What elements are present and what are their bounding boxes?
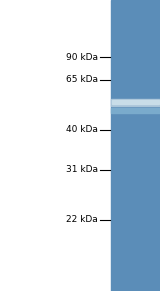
Bar <box>112 100 159 104</box>
Text: 65 kDa: 65 kDa <box>66 75 98 84</box>
Text: 31 kDa: 31 kDa <box>66 166 98 175</box>
Bar <box>111 99 160 106</box>
Text: 40 kDa: 40 kDa <box>66 125 98 134</box>
Text: 90 kDa: 90 kDa <box>66 52 98 61</box>
Bar <box>111 0 160 291</box>
Bar <box>111 108 160 113</box>
Text: 22 kDa: 22 kDa <box>66 216 98 224</box>
